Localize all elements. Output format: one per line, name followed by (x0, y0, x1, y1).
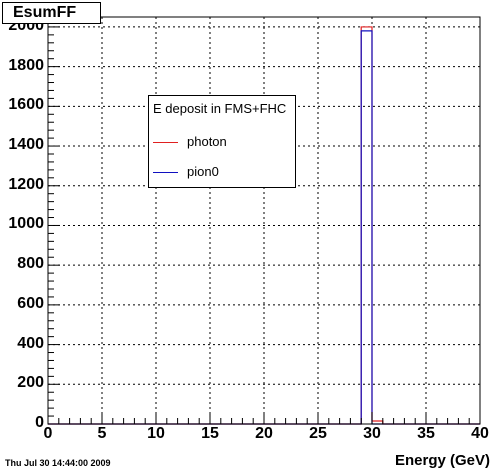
legend-label-photon: photon (187, 134, 227, 149)
x-tick-label: 25 (309, 425, 327, 442)
y-tick-label: 1600 (8, 96, 44, 114)
legend-entry-pion0: pion0 (149, 164, 295, 184)
x-tick-label: 0 (43, 425, 53, 442)
x-tick-label: 20 (255, 425, 273, 442)
histogram-title: EsumFF (13, 4, 77, 21)
y-tick-label: 600 (17, 294, 44, 312)
legend-header: E deposit in FMS+FHC (153, 101, 287, 116)
x-tick-label: 40 (471, 425, 489, 442)
x-tick-label: 5 (97, 425, 107, 442)
y-tick-label: 200 (17, 374, 44, 392)
histogram-bar-photon (361, 27, 372, 424)
y-tick-label: 1400 (8, 136, 44, 154)
legend-label-pion0: pion0 (187, 164, 219, 179)
x-tick-label: 30 (363, 425, 381, 442)
x-tick-label: 35 (417, 425, 435, 442)
legend-line-pion0 (153, 172, 178, 173)
y-tick-label: 0 (35, 414, 44, 431)
y-tick-label: 400 (17, 334, 44, 352)
y-tick-label: 1800 (8, 56, 44, 74)
axes-frame (47, 16, 481, 425)
histogram-title-box: EsumFF (2, 2, 101, 24)
grid-lines (48, 17, 480, 424)
footer-date: Thu Jul 30 14:44:00 2009 (5, 458, 111, 468)
x-axis-title: Energy (GeV) (394, 452, 490, 469)
legend-box: E deposit in FMS+FHC photon pion0 (148, 95, 296, 188)
y-tick-label: 1200 (8, 175, 44, 193)
legend-line-photon (153, 142, 178, 143)
y-tick-label: 800 (17, 255, 44, 273)
histogram-bar-pion0 (361, 31, 372, 424)
y-tick-label: 1000 (8, 215, 44, 233)
x-tick-label: 15 (201, 425, 219, 442)
x-tick-label: 10 (147, 425, 165, 442)
legend-entry-photon: photon (149, 134, 295, 154)
